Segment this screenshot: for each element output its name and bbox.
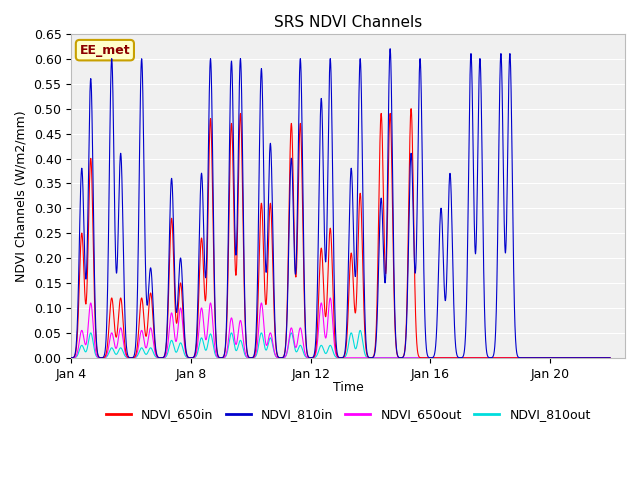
Y-axis label: NDVI Channels (W/m2/mm): NDVI Channels (W/m2/mm) bbox=[15, 110, 28, 282]
Text: EE_met: EE_met bbox=[79, 44, 130, 57]
X-axis label: Time: Time bbox=[333, 381, 364, 394]
Title: SRS NDVI Channels: SRS NDVI Channels bbox=[274, 15, 422, 30]
Legend: NDVI_650in, NDVI_810in, NDVI_650out, NDVI_810out: NDVI_650in, NDVI_810in, NDVI_650out, NDV… bbox=[100, 403, 596, 426]
